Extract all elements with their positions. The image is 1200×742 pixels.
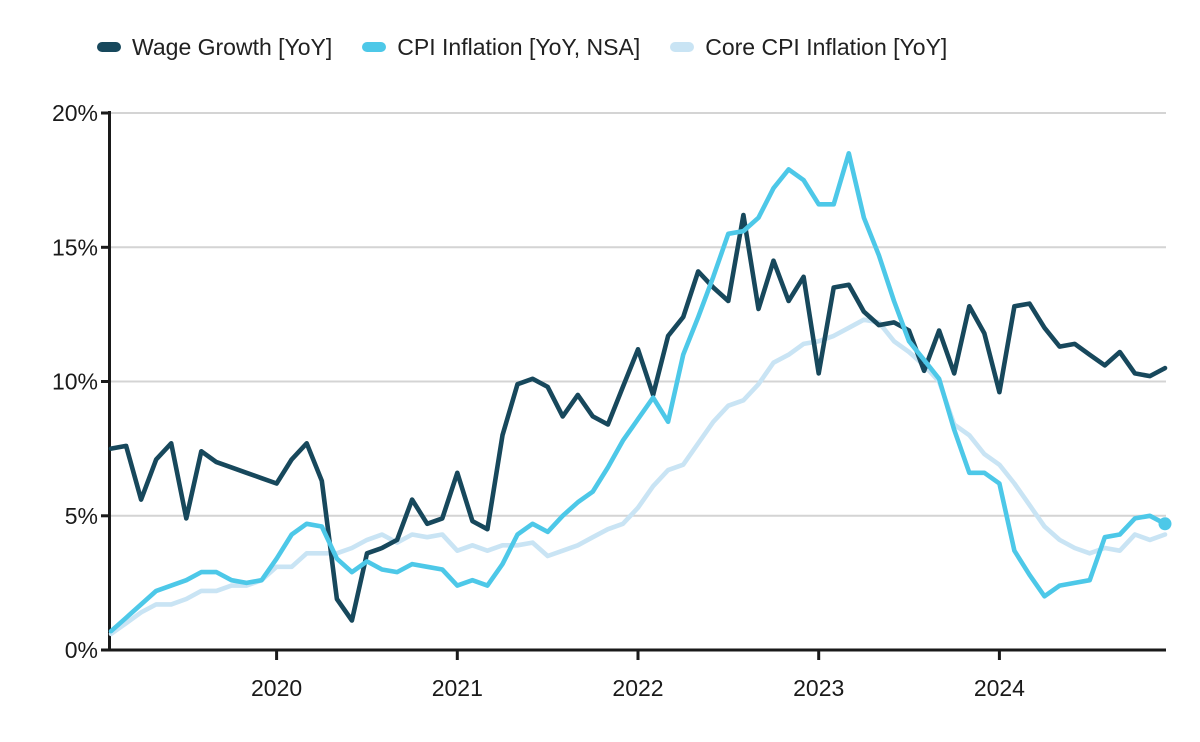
y-axis-label: 20%: [52, 100, 98, 126]
chart-legend: Wage Growth [YoY] CPI Inflation [YoY, NS…: [97, 33, 947, 61]
legend-item-core-cpi-inflation[interactable]: Core CPI Inflation [YoY]: [670, 33, 947, 61]
wage-growth-swatch-icon: [97, 42, 121, 52]
legend-label-cpi-inflation: CPI Inflation [YoY, NSA]: [397, 34, 641, 60]
y-axis-label: 5%: [65, 503, 98, 529]
y-axis-label: 15%: [52, 234, 98, 260]
x-axis-label: 2020: [251, 675, 302, 701]
legend-label-wage-growth: Wage Growth [YoY]: [132, 34, 333, 60]
legend-label-core-cpi-inflation: Core CPI Inflation [YoY]: [705, 34, 948, 60]
series-end-marker-cpi-inflation-yoy-nsa: [1158, 517, 1172, 531]
x-axis-label: 2021: [432, 675, 483, 701]
x-axis-label: 2024: [974, 675, 1025, 701]
cpi-inflation-swatch-icon: [362, 42, 387, 52]
x-axis-label: 2022: [612, 675, 663, 701]
core-cpi-inflation-swatch-icon: [670, 42, 695, 52]
series-line-wage-growth-yoy: [108, 212, 1168, 623]
x-axis-label: 2023: [793, 675, 844, 701]
series-line-cpi-inflation-yoy-nsa: [108, 151, 1168, 634]
legend-item-cpi-inflation[interactable]: CPI Inflation [YoY, NSA]: [362, 33, 640, 61]
y-axis-label: 0%: [65, 637, 98, 663]
legend-item-wage-growth[interactable]: Wage Growth [YoY]: [97, 33, 332, 61]
series-line-core-cpi-inflation-yoy: [108, 317, 1168, 637]
y-axis-label: 10%: [52, 369, 98, 395]
